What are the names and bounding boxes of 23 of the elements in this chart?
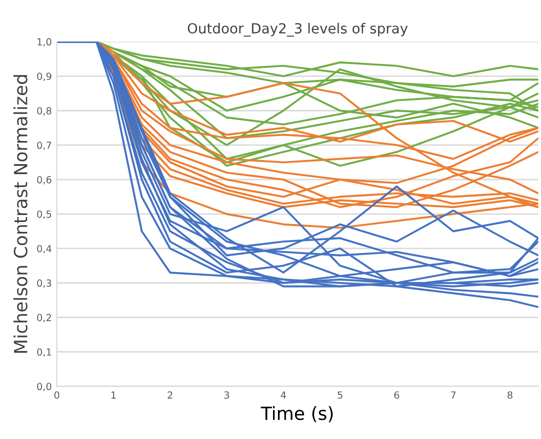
x-tick-label: 4 — [280, 391, 286, 399]
y-tick-label: 0,1 — [37, 348, 52, 357]
y-tick-label: 0,3 — [37, 279, 52, 288]
y-tick-label: 0,5 — [37, 210, 52, 219]
y-tick-label: 0,4 — [37, 244, 52, 254]
x-tick-label: 7 — [451, 391, 456, 399]
x-tick-label: 1 — [111, 391, 116, 399]
chart-title: Outdoor_Day2_3 levels of spray — [188, 22, 408, 37]
x-axis-title: Time (s) — [260, 406, 333, 422]
x-tick-label: 0 — [54, 391, 60, 399]
x-tick-label: 5 — [338, 391, 342, 399]
x-tick-label: 6 — [394, 391, 400, 399]
x-tick-label: 2 — [168, 391, 172, 399]
y-tick-label: 0,8 — [37, 107, 52, 116]
y-tick-label: 0,7 — [37, 142, 52, 150]
y-tick-label: 1,0 — [38, 38, 52, 47]
y-axis-title: Michelson Contrast Normalized — [13, 75, 28, 353]
y-tick-label: 0,9 — [37, 72, 52, 81]
y-tick-label: 0,2 — [37, 314, 51, 322]
x-tick-label: 8 — [508, 391, 512, 399]
x-tick-label: 3 — [224, 391, 230, 399]
y-tick-label: 0,0 — [37, 382, 52, 392]
y-tick-label: 0,6 — [37, 176, 52, 184]
